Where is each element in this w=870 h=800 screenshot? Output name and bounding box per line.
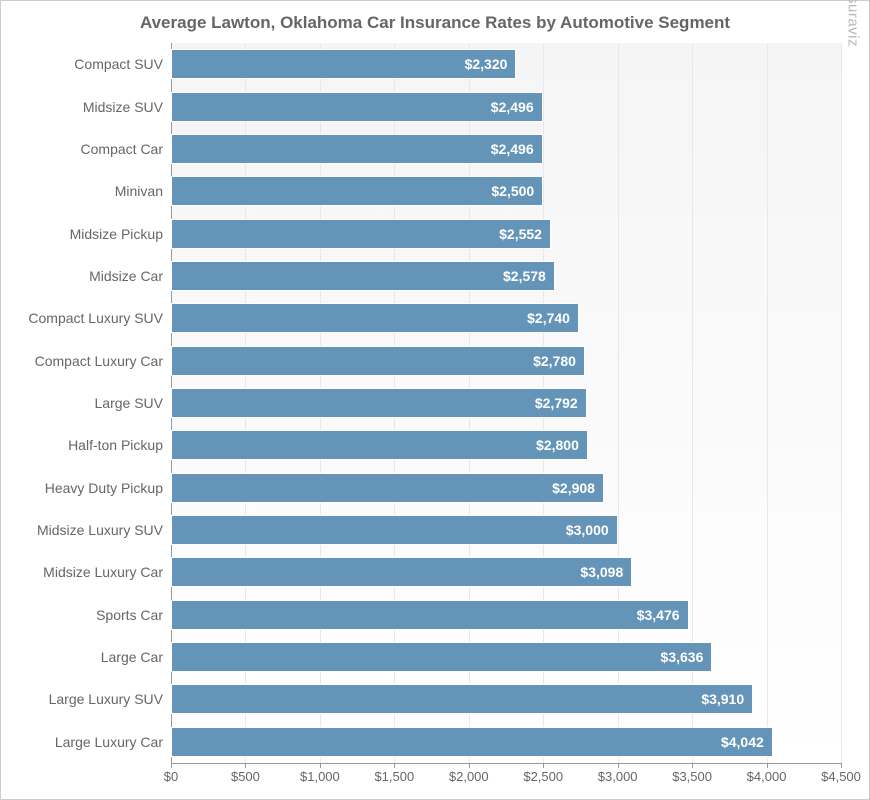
bar-value-label: $2,792 [535, 395, 578, 411]
x-tick-label: $3,000 [598, 769, 638, 784]
bar-row: $2,496 [171, 134, 841, 164]
chart-title: Average Lawton, Oklahoma Car Insurance R… [1, 1, 869, 41]
x-tick-label: $1,000 [300, 769, 340, 784]
watermark: ▪▪▪ insuraviz [844, 0, 861, 47]
bar: $2,496 [171, 92, 543, 122]
bar: $2,320 [171, 49, 516, 79]
bar: $4,042 [171, 727, 773, 757]
y-axis-category-label: Midsize Luxury SUV [37, 522, 163, 538]
y-axis-category-label: Large Luxury SUV [49, 691, 163, 707]
x-tick-label: $2,500 [523, 769, 563, 784]
x-tick-label: $4,500 [821, 769, 861, 784]
watermark-text: insuraviz [844, 0, 861, 47]
bar: $2,552 [171, 219, 551, 249]
bar-row: $2,740 [171, 303, 841, 333]
grid-line [841, 43, 842, 763]
bar-value-label: $3,476 [637, 607, 680, 623]
bar-value-label: $3,098 [580, 564, 623, 580]
y-axis-category-label: Sports Car [96, 607, 163, 623]
y-axis-category-label: Compact Luxury SUV [28, 310, 163, 326]
x-tick-mark [767, 763, 768, 768]
bar-value-label: $3,636 [661, 649, 704, 665]
bar: $2,500 [171, 176, 543, 206]
x-tick-label: $0 [164, 769, 178, 784]
bar-row: $3,910 [171, 684, 841, 714]
x-tick-mark [245, 763, 246, 768]
y-axis-category-label: Compact Luxury Car [35, 353, 163, 369]
y-axis-category-label: Compact SUV [74, 56, 163, 72]
bar-value-label: $2,578 [503, 268, 546, 284]
bar: $2,792 [171, 388, 587, 418]
x-tick-mark [692, 763, 693, 768]
bar-value-label: $2,320 [465, 56, 508, 72]
bar-row: $2,496 [171, 92, 841, 122]
y-axis-category-label: Large Luxury Car [55, 734, 163, 750]
y-axis-category-label: Heavy Duty Pickup [45, 480, 163, 496]
bar: $3,000 [171, 515, 618, 545]
y-axis-category-label: Compact Car [81, 141, 163, 157]
bar-value-label: $2,740 [527, 310, 570, 326]
y-axis-category-label: Half-ton Pickup [68, 437, 163, 453]
bar-row: $2,800 [171, 430, 841, 460]
x-tick-label: $4,000 [747, 769, 787, 784]
bar-value-label: $2,780 [533, 353, 576, 369]
bar-value-label: $3,910 [701, 691, 744, 707]
bar: $3,476 [171, 600, 689, 630]
y-axis-category-label: Minivan [115, 183, 163, 199]
x-tick-mark [543, 763, 544, 768]
bar-row: $2,792 [171, 388, 841, 418]
x-tick-label: $2,000 [449, 769, 489, 784]
bar-value-label: $3,000 [566, 522, 609, 538]
bar: $2,780 [171, 346, 585, 376]
x-tick-label: $3,500 [672, 769, 712, 784]
bar-value-label: $2,908 [552, 480, 595, 496]
y-axis-category-label: Midsize Car [89, 268, 163, 284]
bar: $2,908 [171, 473, 604, 503]
y-axis-category-label: Midsize SUV [83, 99, 163, 115]
bar: $3,098 [171, 557, 632, 587]
bar-row: $2,500 [171, 176, 841, 206]
bars-group: $2,320 $2,496 $2,496 $2,500 $2,552 $2,578 $2,7… [171, 43, 841, 763]
x-tick-mark [320, 763, 321, 768]
bar-row: $4,042 [171, 727, 841, 757]
x-tick-mark [394, 763, 395, 768]
y-axis-category-label: Large SUV [95, 395, 163, 411]
bar-row: $2,552 [171, 219, 841, 249]
x-tick-mark [469, 763, 470, 768]
bar-row: $3,000 [171, 515, 841, 545]
bar-value-label: $4,042 [721, 734, 764, 750]
x-axis: $0$500$1,000$1,500$2,000$2,500$3,000$3,5… [171, 763, 841, 793]
bar-row: $3,476 [171, 600, 841, 630]
x-tick-mark [841, 763, 842, 768]
x-tick-label: $500 [231, 769, 260, 784]
bar-value-label: $2,800 [536, 437, 579, 453]
x-tick-label: $1,500 [374, 769, 414, 784]
bar: $2,800 [171, 430, 588, 460]
bar-value-label: $2,496 [491, 141, 534, 157]
y-axis-category-label: Midsize Pickup [70, 226, 163, 242]
bar: $2,578 [171, 261, 555, 291]
bar: $2,496 [171, 134, 543, 164]
bar: $2,740 [171, 303, 579, 333]
bar-row: $3,098 [171, 557, 841, 587]
y-axis-category-label: Large Car [101, 649, 163, 665]
bar-row: $2,908 [171, 473, 841, 503]
y-axis-category-label: Midsize Luxury Car [43, 564, 163, 580]
x-tick-mark [618, 763, 619, 768]
bar-row: $2,578 [171, 261, 841, 291]
bar-row: $2,780 [171, 346, 841, 376]
bar: $3,910 [171, 684, 753, 714]
bar: $3,636 [171, 642, 712, 672]
bar-value-label: $2,552 [499, 226, 542, 242]
bar-value-label: $2,496 [491, 99, 534, 115]
bar-row: $2,320 [171, 49, 841, 79]
chart-container: Average Lawton, Oklahoma Car Insurance R… [0, 0, 870, 800]
bar-row: $3,636 [171, 642, 841, 672]
x-tick-mark [171, 763, 172, 768]
bar-value-label: $2,500 [491, 183, 534, 199]
